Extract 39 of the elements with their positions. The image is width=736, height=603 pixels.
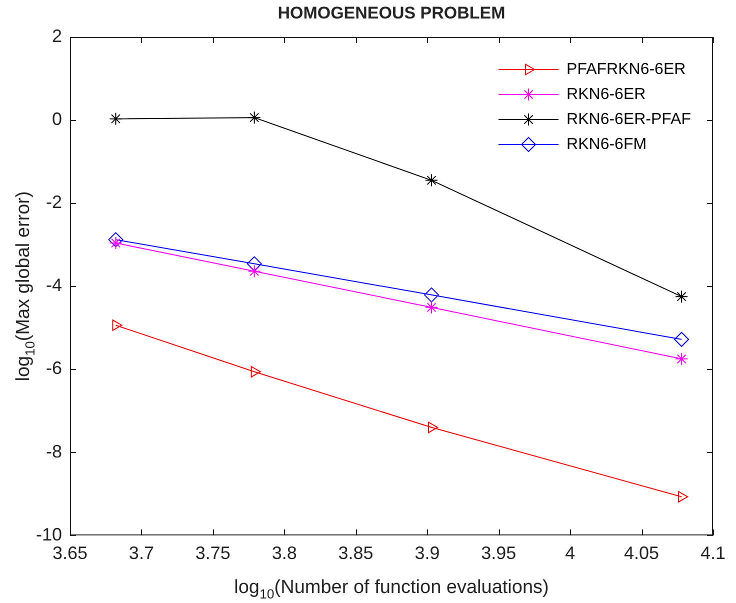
y-axis-title: log10(Max global error) bbox=[13, 191, 38, 382]
point bbox=[108, 232, 124, 248]
y-tick-label: 0 bbox=[52, 109, 62, 130]
point bbox=[675, 290, 688, 304]
y-tick-label: -6 bbox=[46, 358, 62, 378]
point bbox=[674, 332, 690, 347]
point bbox=[675, 352, 688, 366]
point bbox=[246, 256, 262, 272]
point bbox=[428, 422, 438, 434]
point bbox=[109, 112, 122, 126]
point bbox=[248, 111, 261, 124]
y-tick-label: 2 bbox=[52, 26, 62, 46]
chart-title: HOMOGENEOUS PROBLEM bbox=[278, 4, 506, 23]
x-tick-label: 3.75 bbox=[195, 543, 230, 564]
point bbox=[425, 174, 438, 187]
x-tick-label: 3.9 bbox=[414, 543, 440, 564]
legend-label: RKN6-6FM bbox=[566, 136, 647, 153]
point bbox=[678, 491, 688, 502]
point bbox=[424, 287, 440, 302]
point bbox=[248, 264, 261, 278]
point bbox=[425, 300, 438, 314]
point bbox=[250, 366, 261, 378]
legend-label: RKN6-6ER-PFAF bbox=[566, 110, 692, 128]
y-tick-label: -10 bbox=[36, 524, 62, 544]
point bbox=[109, 236, 122, 250]
x-tick-label: 3.7 bbox=[128, 543, 154, 564]
x-tick-label: 3.85 bbox=[338, 543, 374, 564]
x-tick-label: 3.65 bbox=[52, 543, 88, 564]
y-tick-label: -8 bbox=[46, 441, 62, 462]
point bbox=[112, 320, 122, 331]
x-tick-label: 3.8 bbox=[272, 543, 297, 564]
x-tick-label: 4 bbox=[565, 543, 576, 564]
legend-label: RKN6-6ER bbox=[566, 86, 646, 103]
legend-label: PFAFRKN6-6ER bbox=[566, 60, 686, 78]
y-tick-label: -4 bbox=[46, 275, 62, 296]
x-tick-label: 4.05 bbox=[624, 543, 660, 564]
x-tick-label: 3.95 bbox=[481, 543, 516, 564]
y-tick-label: -2 bbox=[46, 192, 62, 212]
x-tick-label: 4.1 bbox=[700, 543, 726, 564]
